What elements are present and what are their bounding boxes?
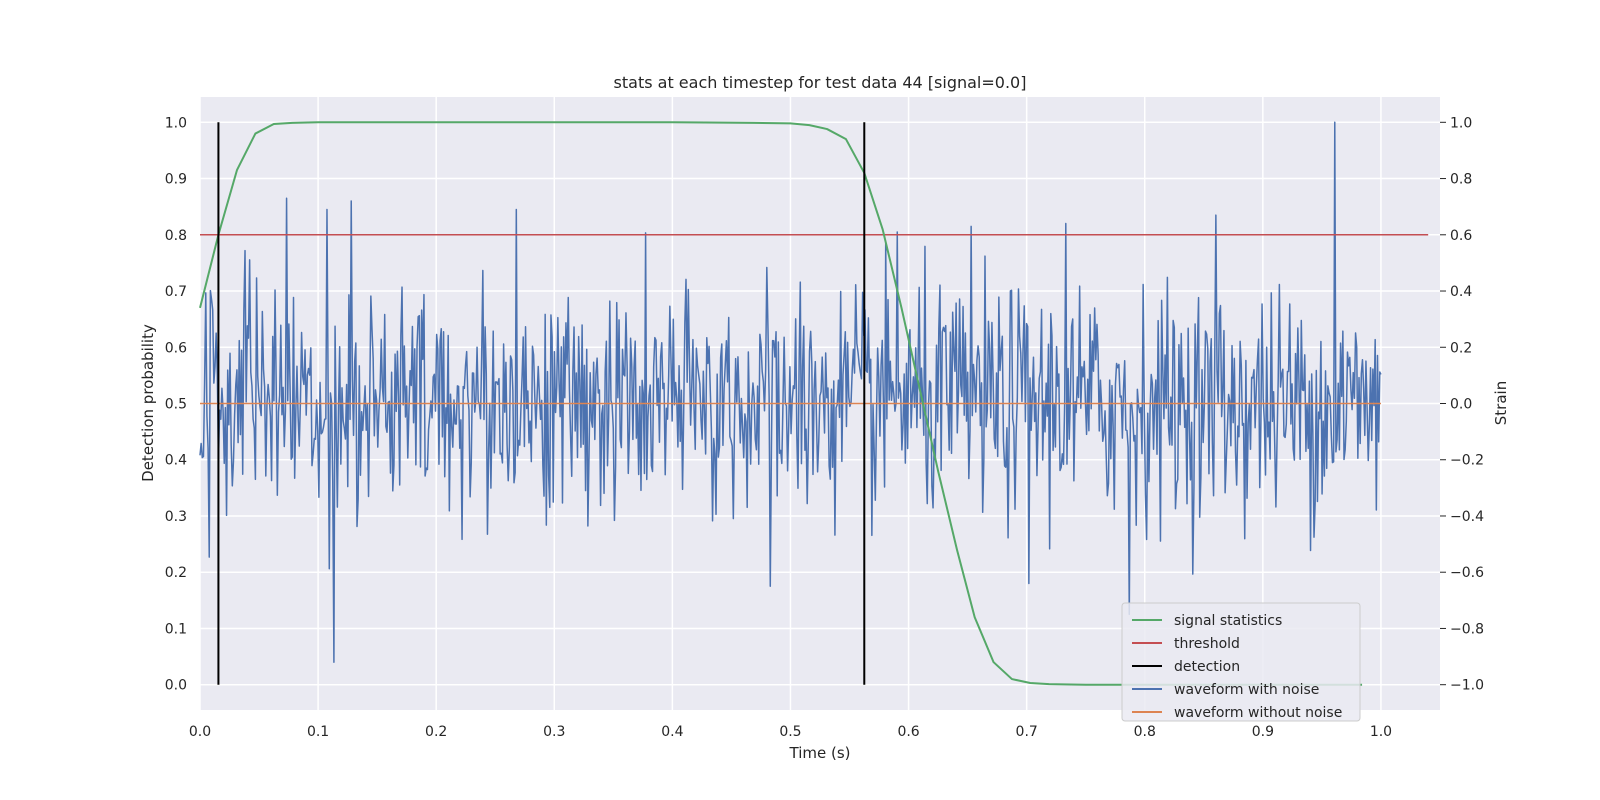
y-right-tick-label: 0.6 <box>1450 228 1472 244</box>
y-tick-label: 0.7 <box>165 284 187 300</box>
y-right-tick-label: −0.8 <box>1450 621 1484 637</box>
x-tick-label: 0.9 <box>1252 724 1274 740</box>
y-right-tick-label: −0.6 <box>1450 565 1484 581</box>
legend-label-waveform-without-noise: waveform without noise <box>1174 705 1342 721</box>
x-tick-label: 0.1 <box>307 724 329 740</box>
x-tick-label: 0.5 <box>779 724 801 740</box>
legend-label-detection: detection <box>1174 659 1240 675</box>
x-tick-label: 0.6 <box>897 724 919 740</box>
y-tick-label: 0.8 <box>165 228 187 244</box>
y-axis-left: 0.0 0.1 0.2 0.3 0.4 0.5 0.6 0.7 0.8 0.9 1.0 <box>165 115 187 693</box>
legend-label-threshold: threshold <box>1174 636 1240 652</box>
legend-box <box>1121 602 1361 722</box>
y-right-tick-label: 0.2 <box>1450 340 1472 356</box>
y-right-tick-label: 1.0 <box>1450 115 1472 131</box>
y-tick-label: 0.2 <box>165 565 187 581</box>
x-axis-label: Time (s) <box>789 744 851 762</box>
y-tick-label: 0.6 <box>165 340 187 356</box>
y-right-tick-label: 0.8 <box>1450 172 1472 188</box>
series-signal-statistics <box>199 121 1363 686</box>
y-right-tick-label: −0.4 <box>1450 509 1484 525</box>
legend-label-waveform-with-noise: waveform with noise <box>1174 682 1319 698</box>
y-tick-label: 0.9 <box>165 172 187 188</box>
chart-title: stats at each timestep for test data 44 … <box>614 73 1027 92</box>
x-tick-label: 0.2 <box>425 724 447 740</box>
y-axis-right-label: Strain <box>1492 381 1510 425</box>
series-layer <box>199 121 1429 686</box>
y-tick-label: 0.5 <box>165 397 187 413</box>
x-tick-label: 1.0 <box>1370 724 1392 740</box>
y-axis-label: Detection probability <box>139 324 157 482</box>
series-waveform-with-noise <box>199 121 1382 663</box>
legend: signal statistics threshold detection wavef… <box>1121 602 1361 722</box>
y-axis-right: −1.0 −0.8 −0.6 −0.4 −0.2 0.0 0.2 0.4 0.6 0.8 1.0 <box>1440 115 1484 694</box>
y-right-tick-label: 0.0 <box>1450 397 1472 413</box>
legend-label-signal-statistics: signal statistics <box>1174 613 1282 629</box>
x-tick-label: 0.0 <box>189 724 211 740</box>
y-right-tick-label: −1.0 <box>1450 678 1484 694</box>
x-tick-label: 0.3 <box>543 724 565 740</box>
y-tick-label: 0.0 <box>165 678 187 694</box>
x-tick-label: 0.4 <box>661 724 683 740</box>
x-tick-label: 0.7 <box>1016 724 1038 740</box>
y-right-tick-label: 0.4 <box>1450 284 1472 300</box>
x-axis: 0.0 0.1 0.2 0.3 0.4 0.5 0.6 0.7 0.8 0.9 1.0 <box>189 724 1392 740</box>
x-tick-label: 0.8 <box>1134 724 1156 740</box>
y-right-tick-label: −0.2 <box>1450 453 1484 469</box>
y-tick-label: 0.3 <box>165 509 187 525</box>
y-tick-label: 1.0 <box>165 115 187 131</box>
y-tick-label: 0.4 <box>165 453 187 469</box>
y-tick-label: 0.1 <box>165 621 187 637</box>
